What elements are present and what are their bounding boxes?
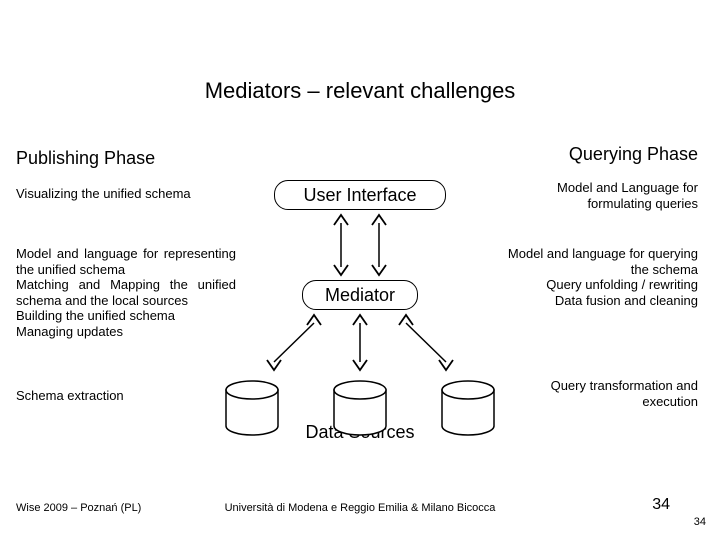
right-model-lang-queries: Model and Language for formulating queri… bbox=[498, 180, 698, 211]
right-model-lang-schema: Model and language for querying the sche… bbox=[498, 246, 698, 308]
publishing-phase-label: Publishing Phase bbox=[16, 148, 155, 169]
left-visualizing: Visualizing the unified schema bbox=[16, 186, 236, 202]
mediator-box: Mediator bbox=[302, 280, 418, 310]
querying-phase-label: Querying Phase bbox=[569, 144, 698, 165]
footer-center: Università di Modena e Reggio Emilia & M… bbox=[0, 502, 720, 514]
data-sources-label: Data Sources bbox=[0, 422, 720, 443]
left-schema-extraction: Schema extraction bbox=[16, 388, 236, 404]
user-interface-box: User Interface bbox=[274, 180, 446, 210]
footer-page: 34 bbox=[652, 496, 670, 514]
left-model-block: Model and language for representing the … bbox=[16, 246, 236, 340]
right-query-transform: Query transformation and execution bbox=[498, 378, 698, 409]
footer-page-small: 34 bbox=[694, 516, 706, 528]
slide-title: Mediators – relevant challenges bbox=[0, 78, 720, 104]
